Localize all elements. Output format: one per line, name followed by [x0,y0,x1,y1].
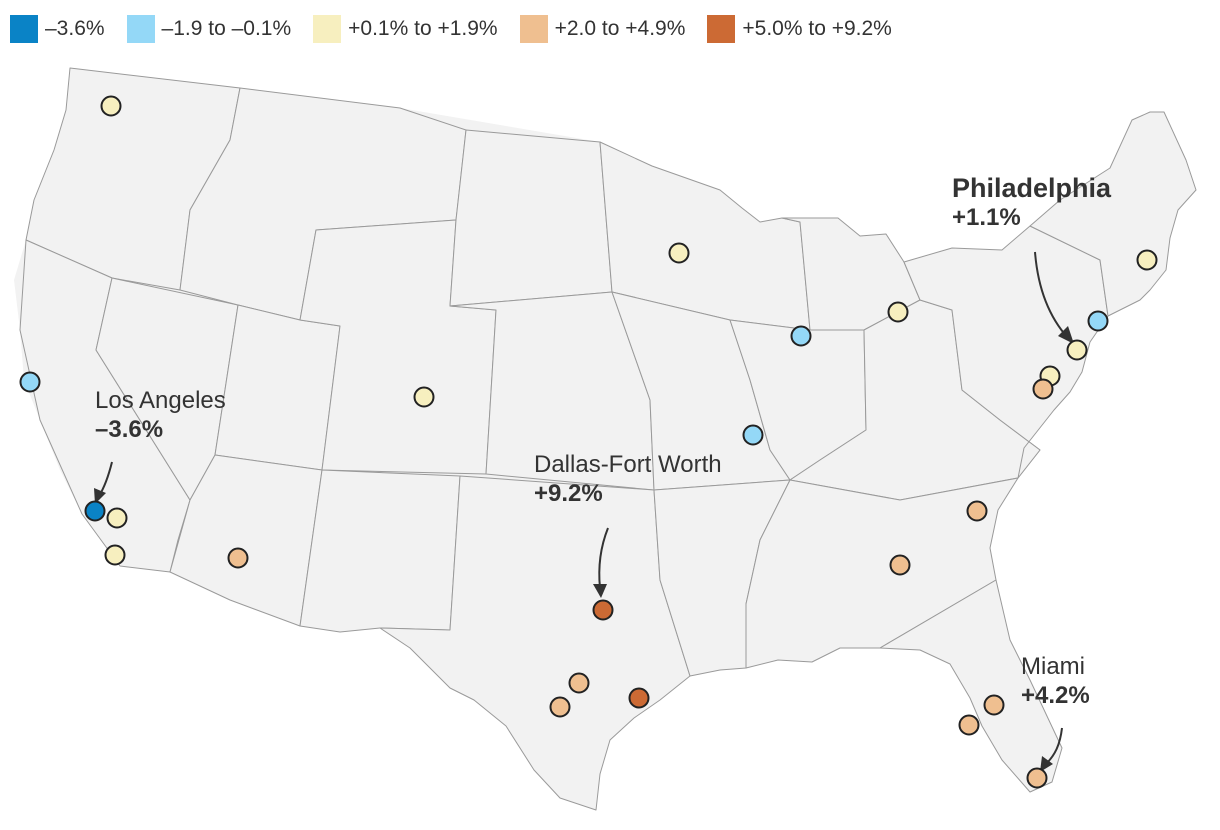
city-markers [19,95,1158,789]
city-marker [966,500,988,522]
city-marker [668,242,690,264]
legend-label-4: +2.0 to +4.9% [554,17,686,40]
annotation-dallas: Dallas-Fort Worth +9.2% [534,451,722,509]
legend-swatch-1 [10,15,38,43]
state-florida [879,579,1063,793]
city-marker [958,714,980,736]
legend-item-1: –3.6% [10,15,105,43]
annotation-arrows [94,251,1074,772]
arrowhead-dallas [593,584,607,598]
city-marker [889,554,911,576]
city-marker [227,547,249,569]
arrowhead-miami [1040,756,1053,772]
state-utah [214,304,341,471]
arrowhead-los-angeles [94,488,106,504]
city-marker [742,424,764,446]
annotation-los-angeles: Los Angeles –3.6% [95,387,226,445]
legend-item-3: +0.1% to +1.9% [313,15,498,43]
legend-item-5: +5.0% to +9.2% [707,15,892,43]
city-marker [983,694,1005,716]
city-marker [568,672,590,694]
annotation-miami-value: +4.2% [1021,681,1090,709]
annotation-dallas-value: +9.2% [534,479,603,507]
legend-swatch-4 [519,15,548,43]
city-marker [106,507,128,529]
city-marker [84,500,106,522]
legend-swatch-2 [126,15,155,43]
city-marker [887,301,909,323]
city-marker [628,687,650,709]
state-dakotas [449,129,613,307]
legend-item-2: –1.9 to –0.1% [126,15,292,43]
city-marker [413,386,435,408]
annotation-los-angeles-value: –3.6% [95,415,164,443]
city-marker [19,371,41,393]
arrowhead-philadelphia [1058,326,1074,344]
city-marker [100,95,122,117]
legend: –3.6% –1.9 to –0.1% +0.1% to +1.9% +2.0 … [10,14,914,44]
state-new-mexico [299,469,461,633]
legend-item-4: +2.0 to +4.9% [519,15,686,43]
annotation-philadelphia-name: Philadelphia [952,173,1112,203]
legend-label-3: +0.1% to +1.9% [348,17,498,40]
annotation-los-angeles-name: Los Angeles [95,387,226,414]
arrow-dallas [598,527,609,589]
city-marker [549,696,571,718]
legend-swatch-5 [707,15,736,43]
legend-label-1: –3.6% [45,17,105,40]
annotation-miami: Miami +4.2% [1021,653,1090,711]
state-deep-south [745,477,1019,669]
city-marker [1087,310,1109,332]
annotation-miami-name: Miami [1021,653,1085,680]
legend-swatch-3 [313,15,342,43]
legend-label-2: –1.9 to –0.1% [161,17,292,40]
city-marker [1026,767,1048,789]
legend-label-5: +5.0% to +9.2% [742,17,892,40]
state-boundaries [19,67,1197,811]
city-marker [1066,339,1088,361]
annotation-philadelphia: Philadelphia +1.1% [952,172,1111,233]
city-marker [1136,249,1158,271]
annotation-dallas-name: Dallas-Fort Worth [534,451,722,478]
annotation-philadelphia-value: +1.1% [952,204,1021,232]
city-marker [592,599,614,621]
city-marker [1032,378,1054,400]
city-marker [104,544,126,566]
city-marker [790,325,812,347]
